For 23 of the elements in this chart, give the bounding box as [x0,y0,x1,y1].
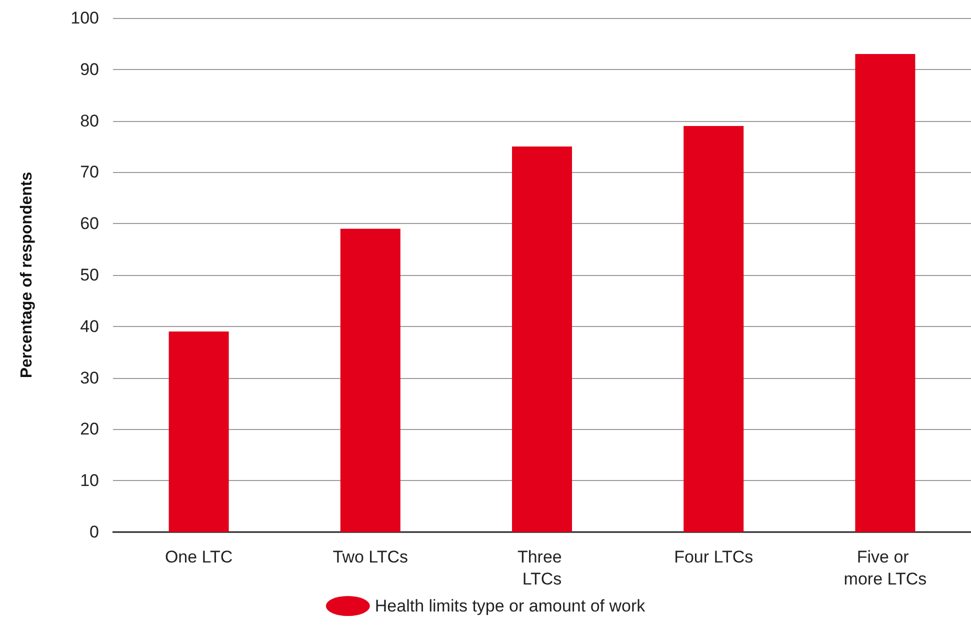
y-tick-label: 30 [80,368,99,388]
y-tick-label: 10 [80,471,99,490]
y-tick-label: 20 [80,420,99,439]
y-tick-label: 0 [90,522,99,542]
x-tick-label: One LTC [164,548,233,566]
y-axis-title: Percentage of respondents [18,172,36,378]
y-tick-label: 50 [80,266,99,284]
y-tick-label: 40 [80,316,99,336]
legend-label: Health limits type or amount of work [374,596,646,616]
y-tick-label: 80 [80,111,99,130]
bar [168,332,229,532]
x-tick-label: Three LTCs [517,548,567,588]
y-tick-label: 100 [70,8,99,28]
y-tick-label: 90 [80,60,99,79]
bar [340,228,400,532]
bar [512,146,572,532]
bar [684,126,744,532]
x-tick-label: Four LTCs [674,548,754,566]
y-tick-label: 60 [80,214,99,234]
bar [855,54,916,532]
x-tick-label: Five or more LTCs [844,548,927,588]
x-tick-label: Two LTCs [332,548,408,566]
y-tick-label: 70 [80,162,99,182]
